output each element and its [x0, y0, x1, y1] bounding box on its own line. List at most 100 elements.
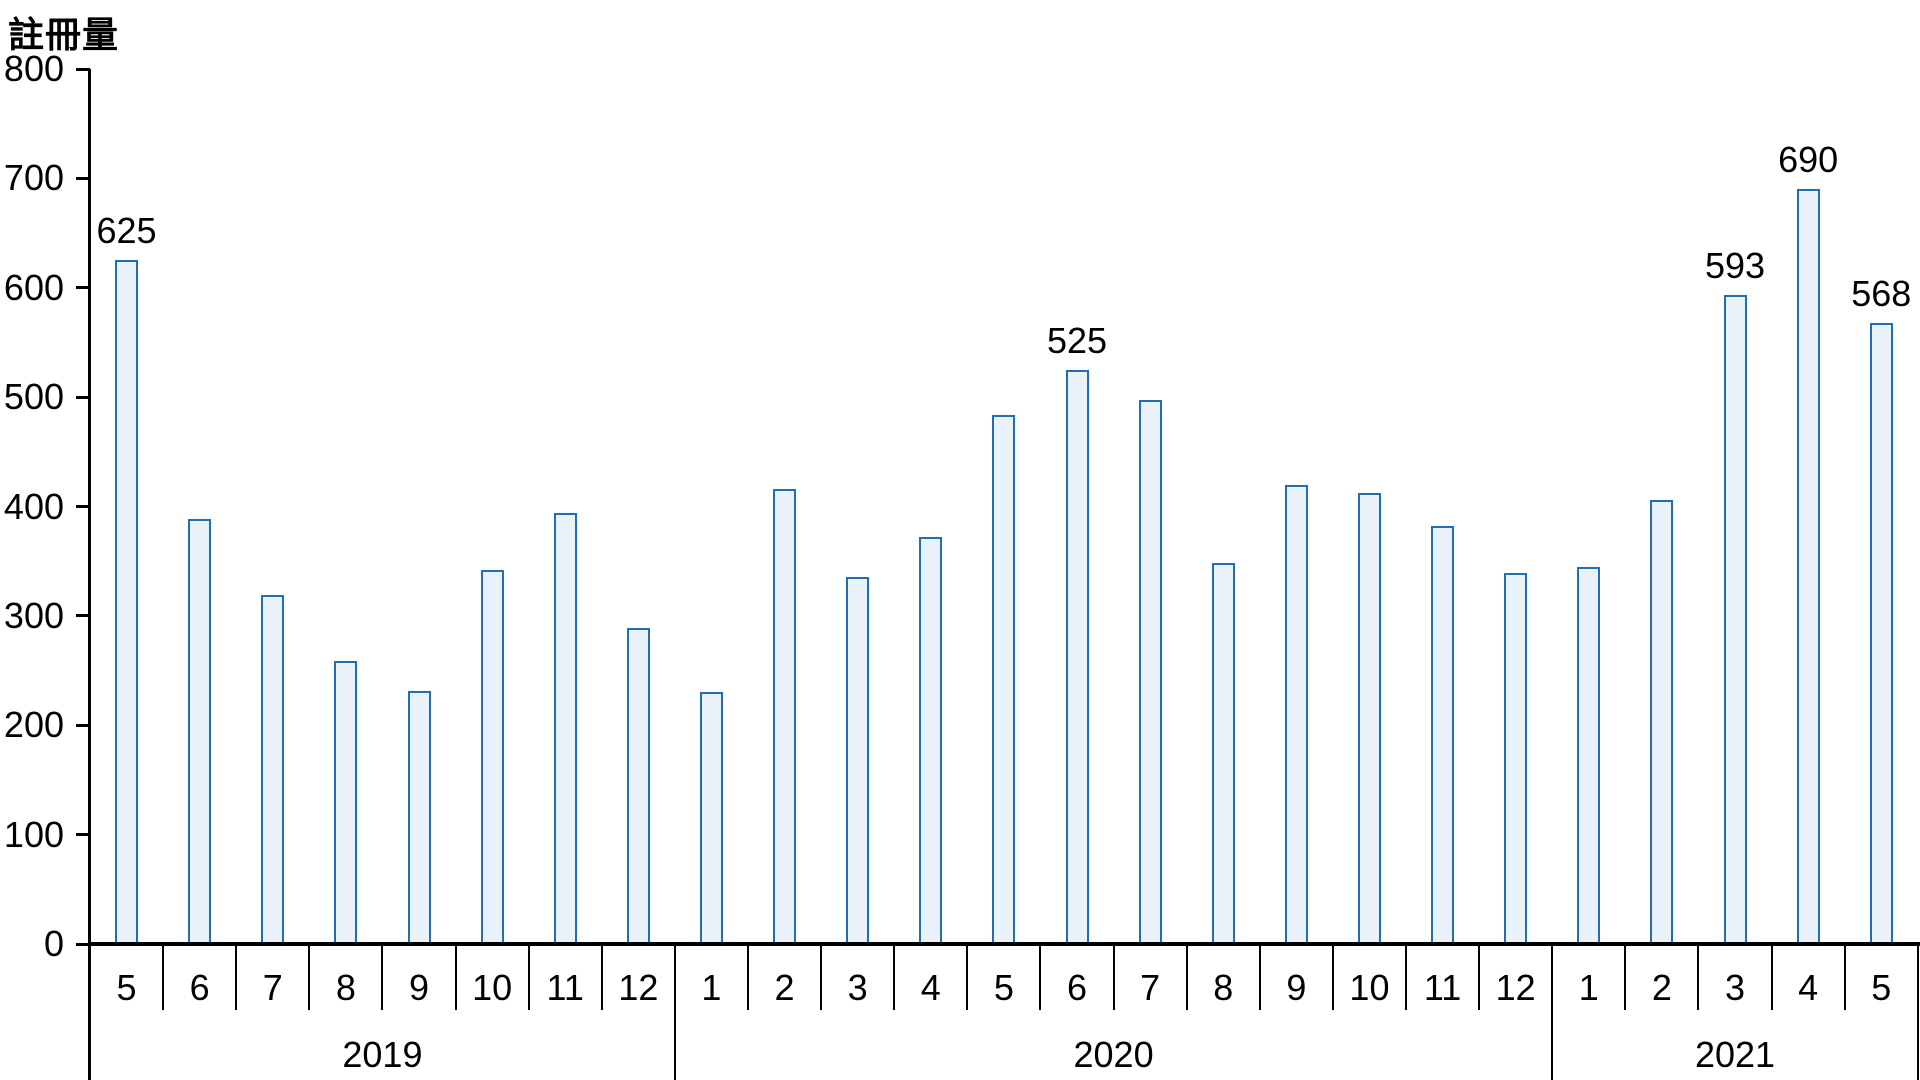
y-tick-200: [76, 723, 90, 727]
month-divider: [600, 944, 603, 1010]
month-divider: [1258, 944, 1261, 1010]
month-label-2020-11: 11: [1423, 967, 1462, 1008]
year-divider: [1916, 944, 1919, 1080]
bar-2019-11: [553, 513, 577, 944]
bar-2019-12: [626, 627, 650, 944]
bar-2020-4: [919, 537, 943, 944]
bar-2021-1: [1577, 566, 1601, 944]
y-tick-label-500: 500: [3, 376, 64, 418]
month-label-2020-9: 9: [1286, 967, 1307, 1008]
month-label-2019-11: 11: [546, 967, 584, 1008]
y-tick-300: [76, 614, 90, 618]
bar-2020-3: [846, 576, 870, 944]
year-label-2019: 2019: [342, 1034, 423, 1075]
x-axis-line: [88, 942, 1920, 946]
y-axis-line: [88, 69, 91, 1080]
y-tick-0: [76, 942, 90, 946]
data-label-2021-5: 568: [1851, 272, 1912, 314]
month-divider: [1039, 944, 1042, 1010]
y-tick-label-100: 100: [3, 813, 64, 855]
y-tick-400: [76, 505, 90, 508]
bar-2020-2: [773, 489, 797, 944]
month-divider: [1185, 944, 1188, 1010]
month-label-2020-6: 6: [1066, 967, 1088, 1008]
month-label-2020-3: 3: [847, 967, 868, 1008]
bar-2021-3: [1723, 295, 1747, 944]
bar-2020-12: [1504, 573, 1528, 944]
month-divider: [527, 944, 530, 1010]
y-tick-600: [76, 286, 90, 290]
bar-2020-10: [1357, 493, 1381, 944]
bar-2021-5: [1869, 322, 1893, 944]
year-divider: [1551, 944, 1554, 1080]
bar-2019-6: [188, 518, 212, 944]
month-divider: [1697, 944, 1700, 1010]
month-divider: [893, 944, 896, 1010]
y-tick-label-600: 600: [3, 266, 64, 308]
month-divider: [235, 944, 238, 1010]
y-tick-label-400: 400: [3, 485, 64, 527]
month-label-2019-5: 5: [116, 967, 137, 1008]
month-divider: [308, 944, 311, 1010]
month-divider: [1112, 944, 1115, 1010]
month-divider: [454, 944, 457, 1010]
year-label-2021: 2021: [1694, 1034, 1776, 1075]
y-axis-title: 註冊量: [8, 14, 120, 55]
bar-2020-9: [1284, 484, 1308, 944]
y-tick-label-0: 0: [43, 923, 64, 964]
y-tick-label-700: 700: [3, 157, 64, 199]
month-label-2020-7: 7: [1140, 967, 1161, 1008]
month-label-2021-2: 2: [1651, 967, 1672, 1008]
month-label-2021-3: 3: [1724, 967, 1746, 1008]
y-tick-label-800: 800: [3, 48, 64, 89]
month-divider: [1843, 944, 1846, 1010]
month-label-2020-1: 1: [701, 967, 722, 1008]
y-tick-800: [76, 67, 90, 71]
month-label-2020-5: 5: [993, 967, 1014, 1008]
month-divider: [1331, 944, 1334, 1010]
month-label-2019-12: 12: [618, 967, 659, 1008]
bar-2019-5: [115, 260, 139, 944]
month-divider: [1478, 944, 1481, 1010]
month-divider: [1770, 944, 1773, 1010]
month-label-2020-2: 2: [774, 967, 795, 1008]
month-label-2019-7: 7: [262, 967, 283, 1008]
month-label-2019-6: 6: [189, 967, 210, 1008]
data-label-2020-6: 525: [1046, 319, 1108, 361]
bar-2019-7: [261, 595, 285, 944]
y-tick-label-200: 200: [3, 704, 64, 746]
month-label-2021-5: 5: [1871, 967, 1892, 1008]
month-label-2020-4: 4: [920, 967, 941, 1008]
bar-2019-9: [407, 691, 431, 944]
month-label-2021-1: 1: [1578, 967, 1599, 1008]
data-label-2021-4: 690: [1778, 139, 1839, 181]
month-label-2020-10: 10: [1349, 967, 1390, 1008]
month-divider: [1624, 944, 1627, 1010]
month-label-2020-8: 8: [1213, 967, 1234, 1008]
bar-2020-5: [992, 414, 1016, 944]
month-label-2019-10: 10: [472, 967, 513, 1008]
bar-2020-1: [699, 692, 723, 944]
year-divider: [673, 944, 676, 1080]
month-label-2019-8: 8: [335, 967, 356, 1008]
month-divider: [966, 944, 969, 1010]
month-divider: [381, 944, 384, 1010]
month-label-2020-12: 12: [1495, 967, 1536, 1008]
month-label-2021-4: 4: [1798, 967, 1819, 1008]
bar-2020-6: [1065, 369, 1089, 944]
bar-2020-7: [1138, 400, 1162, 944]
bar-2019-8: [334, 660, 358, 944]
bar-2020-11: [1431, 526, 1455, 944]
data-label-2021-3: 593: [1704, 245, 1766, 287]
month-label-2019-9: 9: [408, 967, 429, 1008]
data-label-2019-5: 625: [96, 210, 157, 252]
month-divider: [820, 944, 823, 1010]
month-divider: [747, 944, 749, 1010]
y-tick-100: [76, 833, 90, 837]
bar-2020-8: [1211, 563, 1235, 944]
month-divider: [1405, 944, 1408, 1010]
month-divider: [162, 944, 165, 1010]
y-tick-700: [76, 176, 90, 180]
